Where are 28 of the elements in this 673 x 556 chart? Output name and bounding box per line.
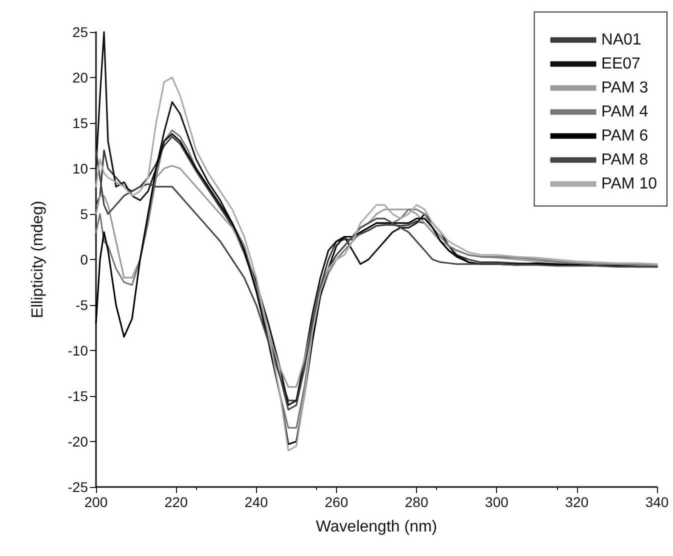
- y-tick-label: 20: [72, 70, 88, 86]
- x-tick-label: 260: [324, 494, 348, 510]
- legend-label: PAM 3: [601, 80, 648, 96]
- y-tick-label: -20: [68, 434, 88, 450]
- y-tick-label: -15: [68, 388, 88, 404]
- y-tick-label: -25: [68, 479, 88, 495]
- y-tick-label: -5: [76, 297, 88, 313]
- x-tick-label: 320: [565, 494, 589, 510]
- y-tick-label: 5: [80, 206, 88, 222]
- x-tick-label: 240: [244, 494, 268, 510]
- legend-label: PAM 10: [601, 176, 658, 192]
- x-tick-label: 200: [84, 494, 108, 510]
- y-tick-label: 15: [72, 115, 88, 131]
- x-tick-label: 340: [645, 494, 669, 510]
- y-tick-label: 10: [72, 160, 88, 176]
- y-tick-label: 25: [72, 24, 88, 40]
- x-tick-label: 220: [164, 494, 188, 510]
- legend-label: EE07: [601, 56, 641, 72]
- legend-label: NA01: [601, 32, 642, 48]
- y-tick-label: -10: [68, 342, 88, 358]
- legend-label: PAM 8: [601, 152, 648, 168]
- x-tick-label: 300: [485, 494, 509, 510]
- x-tick-label: 280: [404, 494, 428, 510]
- legend-label: PAM 4: [601, 104, 648, 120]
- y-axis-title: Ellipticity (mdeg): [30, 200, 46, 318]
- y-tick-label: 0: [80, 252, 88, 268]
- x-axis-title: Wavelength (nm): [316, 518, 438, 536]
- legend-label: PAM 6: [601, 128, 648, 144]
